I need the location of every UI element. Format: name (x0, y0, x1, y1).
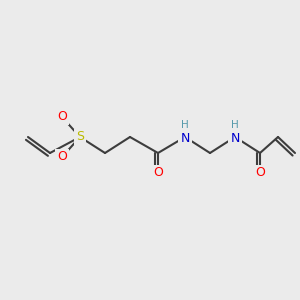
Text: S: S (76, 130, 84, 143)
Text: O: O (57, 110, 67, 124)
Text: N: N (230, 133, 240, 146)
Text: H: H (231, 120, 239, 130)
Text: O: O (255, 167, 265, 179)
Text: O: O (57, 151, 67, 164)
Text: H: H (181, 120, 189, 130)
Text: O: O (153, 167, 163, 179)
Text: N: N (180, 133, 190, 146)
